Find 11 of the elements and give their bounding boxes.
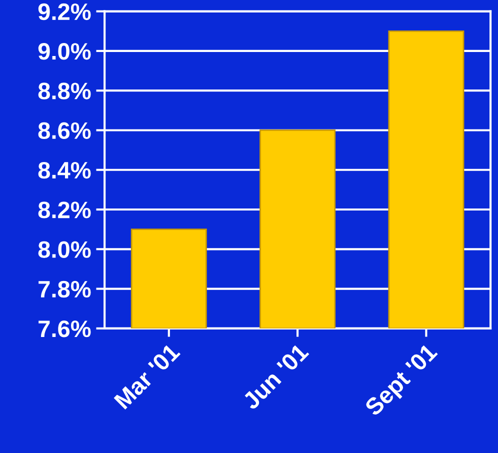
x-tick-label: Mar '01 — [114, 342, 181, 410]
y-tick-label: 9.2% — [38, 3, 91, 20]
y-tick-label: 8.2% — [38, 202, 91, 218]
y-tick-label: 8.8% — [38, 82, 91, 100]
y-tick-label: 8.6% — [38, 122, 91, 140]
x-tick-label: Jun '01 — [241, 342, 310, 410]
y-tick-label: 9.0% — [38, 43, 91, 60]
y-tick-label: 7.8% — [38, 280, 91, 298]
y-tick-label: 8.0% — [38, 241, 91, 258]
y-tick-label: 7.6% — [38, 320, 91, 338]
y-tick-label: 8.4% — [38, 162, 91, 179]
